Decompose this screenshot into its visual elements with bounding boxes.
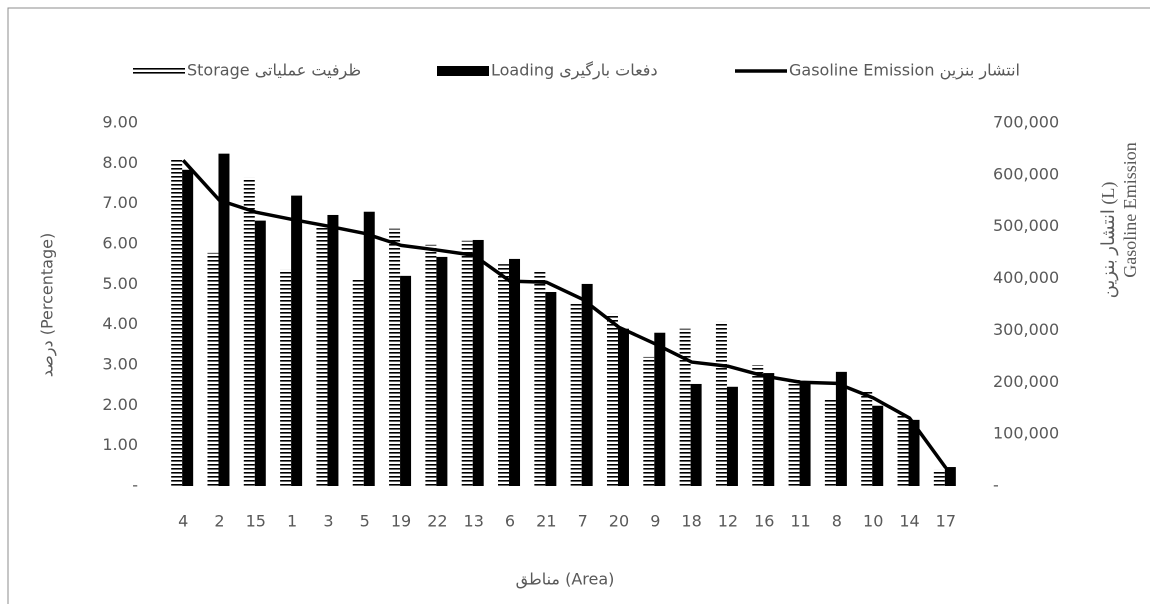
- storage-bar: [824, 398, 836, 486]
- frame: [7, 7, 1150, 604]
- x-tick-label: 7: [578, 512, 588, 531]
- storage-bar: [861, 390, 873, 486]
- storage-bar: [425, 244, 437, 486]
- storage-bar: [933, 469, 945, 486]
- y2-tick-label: 200,000: [993, 372, 1059, 391]
- y-tick-label: 4.00: [102, 314, 138, 333]
- x-tick-label: 10: [863, 512, 883, 531]
- x-tick-label: 3: [323, 512, 333, 531]
- x-tick-label: 13: [464, 512, 484, 531]
- storage-bar: [498, 264, 510, 486]
- storage-bar: [643, 356, 655, 486]
- storage-bar: [352, 278, 364, 486]
- storage-bar: [897, 415, 909, 486]
- y-tick-label: 6.00: [102, 234, 138, 253]
- x-tick-label: 4: [178, 512, 188, 531]
- loading-bar: [799, 381, 811, 486]
- storage-bar: [534, 271, 546, 486]
- storage-bar: [715, 321, 727, 486]
- x-axis-title: مناطق (Area): [516, 570, 615, 590]
- loading-bar: [218, 153, 230, 487]
- storage-bar: [316, 227, 328, 486]
- y2-axis-title: انتشار بنزین (L): [1098, 182, 1119, 299]
- loading-bar: [763, 373, 775, 486]
- x-tick-label: 2: [214, 512, 224, 531]
- loading-bar: [436, 256, 448, 486]
- loading-bar: [327, 214, 339, 486]
- storage-bar: [606, 313, 618, 486]
- x-tick-label: 20: [609, 512, 629, 531]
- y-tick-label: 2.00: [102, 395, 138, 414]
- legend-label: ظرفیت عملیاتی Storage: [187, 61, 361, 81]
- x-tick-label: 12: [718, 512, 738, 531]
- y-tick-label: 1.00: [102, 435, 138, 454]
- loading-bar: [363, 211, 375, 486]
- y2-tick-label: 300,000: [993, 320, 1059, 339]
- storage-bar: [243, 177, 255, 486]
- loading-bar: [545, 291, 557, 486]
- x-tick-label: 1: [287, 512, 297, 531]
- storage-bar: [461, 240, 473, 486]
- loading-bar: [581, 283, 593, 486]
- y-tick-label: 8.00: [102, 153, 138, 172]
- loading-bar: [182, 169, 194, 486]
- x-tick-label: 19: [391, 512, 411, 531]
- loading-bar: [654, 332, 666, 486]
- storage-bar: [752, 365, 764, 486]
- loading-bar: [690, 383, 702, 486]
- y2-tick-label: 500,000: [993, 216, 1059, 235]
- y-tick-label: 3.00: [102, 355, 138, 374]
- y-tick-label: 5.00: [102, 274, 138, 293]
- y-tick-label: 9.00: [102, 113, 138, 132]
- storage-bar: [389, 228, 401, 486]
- emission-line: [181, 159, 948, 469]
- storage-bar: [570, 302, 582, 486]
- loading-bar: [254, 220, 266, 486]
- x-tick-label: 15: [246, 512, 266, 531]
- y2-tick-label: 700,000: [993, 113, 1059, 132]
- y2-tick-label: 600,000: [993, 164, 1059, 183]
- x-tick-label: 6: [505, 512, 515, 531]
- loading-bar: [291, 195, 303, 486]
- loading-bar: [472, 239, 484, 486]
- x-tick-label: 16: [754, 512, 774, 531]
- storage-bar: [207, 252, 219, 486]
- loading-bar: [908, 419, 920, 486]
- y-tick-label: -: [132, 476, 138, 495]
- loading-bar: [617, 328, 629, 486]
- storage-bar: [679, 328, 691, 486]
- x-tick-label: 5: [360, 512, 370, 531]
- storage-bar: [280, 269, 292, 486]
- x-tick-label: 18: [681, 512, 701, 531]
- x-tick-label: 9: [650, 512, 660, 531]
- x-tick-label: 21: [536, 512, 556, 531]
- y2-axis-title: Gasoline Emission: [1120, 142, 1140, 278]
- y-tick-label: 7.00: [102, 193, 138, 212]
- storage-bar: [171, 159, 183, 487]
- x-tick-label: 22: [427, 512, 447, 531]
- legend-label: انتشار بنزین Gasoline Emission: [789, 61, 1020, 81]
- loading-bar: [400, 275, 412, 486]
- loading-bar: [509, 258, 521, 486]
- y2-tick-label: 400,000: [993, 268, 1059, 287]
- y2-tick-label: -: [993, 476, 999, 495]
- loading-bar: [944, 467, 956, 486]
- loading-bar: [835, 371, 847, 486]
- legend-symbol: [437, 66, 489, 76]
- storage-bar: [788, 379, 800, 486]
- x-tick-label: 8: [832, 512, 842, 531]
- y-axis-title: درصد (Percentage): [38, 233, 58, 377]
- loading-bar: [726, 386, 738, 486]
- x-tick-label: 14: [899, 512, 919, 531]
- loading-bar: [872, 405, 884, 486]
- legend-symbol: [133, 66, 185, 76]
- x-tick-label: 17: [936, 512, 956, 531]
- y2-tick-label: 100,000: [993, 424, 1059, 443]
- legend-label: دفعات بارگیری Loading: [491, 61, 658, 81]
- x-tick-label: 11: [790, 512, 810, 531]
